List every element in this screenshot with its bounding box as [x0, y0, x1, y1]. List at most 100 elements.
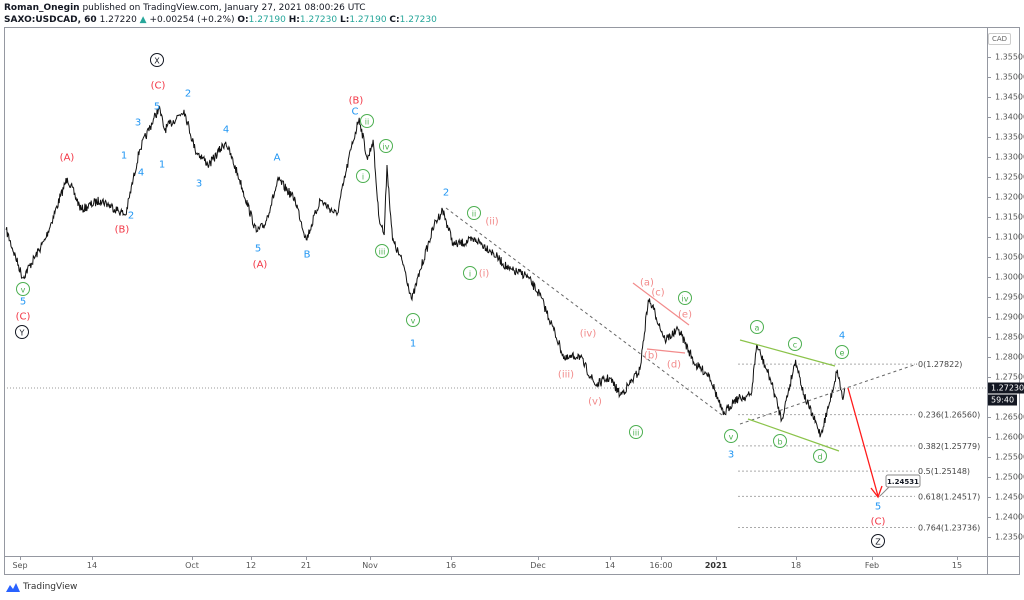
- wave-label-circle: [360, 114, 374, 128]
- wave-label: (C): [151, 81, 166, 92]
- price-tick-label: 1.26500: [995, 412, 1024, 422]
- wave-label: e: [840, 349, 845, 358]
- price-axis-divider: [987, 28, 988, 575]
- wave-label: 3: [135, 118, 141, 129]
- wave-label-circle: [15, 325, 29, 339]
- time-tick-mark: [20, 556, 21, 560]
- tradingview-icon: [6, 583, 20, 592]
- time-tick-mark: [251, 556, 252, 560]
- tradingview-logo[interactable]: TradingView: [6, 582, 77, 592]
- wave-label: v: [21, 286, 26, 295]
- price-tick-mark: [987, 297, 991, 298]
- wave-label-circle: [375, 244, 389, 258]
- wave-label: 2: [185, 89, 191, 100]
- wave-label: (C): [871, 517, 886, 528]
- triangle-upper-line: [739, 339, 836, 367]
- open-label: O:: [237, 15, 249, 25]
- wave-label-circle: [16, 282, 30, 296]
- time-tick-label: 15: [951, 561, 963, 570]
- wave-label: 1: [121, 151, 127, 162]
- wave-label: (A): [60, 153, 75, 164]
- time-tick-label: 2021: [704, 561, 728, 570]
- triangle-upper-line: [632, 282, 690, 326]
- time-tick-mark: [610, 556, 611, 560]
- price-tick-mark: [987, 157, 991, 158]
- callout-pointer: [879, 485, 891, 497]
- price-tick-mark: [987, 517, 991, 518]
- time-tick-mark: [92, 556, 93, 560]
- time-tick-label: Nov: [362, 561, 378, 570]
- price-tick-label: 1.32000: [995, 192, 1024, 202]
- wave-label: Z: [875, 538, 881, 547]
- time-tick-label: Sep: [12, 561, 28, 570]
- chart-frame: [4, 28, 1020, 575]
- time-tick-label: 16:00: [649, 561, 673, 570]
- time-axis-divider: [4, 556, 1020, 557]
- projection-arrow: [847, 387, 879, 497]
- wave-label: (iii): [558, 370, 574, 381]
- wave-label: Y: [19, 329, 25, 338]
- price-change: +0.00254 (+0.2%): [149, 15, 235, 25]
- wave-label: 4: [223, 125, 229, 136]
- price-tick-label: 1.35500: [995, 52, 1024, 62]
- wave-label: i: [469, 270, 471, 279]
- price-tick-mark: [987, 117, 991, 118]
- price-tick-mark: [987, 257, 991, 258]
- wave-label: 5: [255, 244, 261, 255]
- price-tick-label: 1.31500: [995, 212, 1024, 222]
- wave-label-circle: [629, 425, 643, 439]
- time-tick-mark: [370, 556, 371, 560]
- time-tick-label: 16: [445, 561, 457, 570]
- brand-name: TradingView: [23, 582, 78, 592]
- wave-label-circle: [467, 206, 481, 220]
- last-price: 1.27220: [99, 15, 137, 25]
- wave-label: (B): [115, 225, 130, 236]
- publish-info: Roman_Onegin published on TradingView.co…: [4, 3, 366, 13]
- wave-label: 1: [410, 339, 416, 350]
- wave-label-circle: [463, 266, 477, 280]
- price-tick-label: 1.32500: [995, 172, 1024, 182]
- wave-label-circle: [379, 139, 393, 153]
- time-tick-mark: [796, 556, 797, 560]
- wave-label: (A): [253, 260, 268, 271]
- wave-label-circle: [788, 337, 802, 351]
- time-tick-mark: [872, 556, 873, 560]
- wave-label: X: [154, 57, 160, 66]
- wave-label: (C): [16, 312, 31, 323]
- time-tick-mark: [661, 556, 662, 560]
- time-tick-mark: [716, 556, 717, 560]
- price-tick-mark: [987, 537, 991, 538]
- wave-label: v: [411, 317, 416, 326]
- time-tick-mark: [538, 556, 539, 560]
- dashed-trendline: [739, 363, 918, 425]
- price-tick-mark: [987, 317, 991, 318]
- author-name[interactable]: Roman_Onegin: [4, 3, 80, 13]
- wave-label: i: [362, 173, 364, 182]
- wave-label-circle: [813, 449, 827, 463]
- wave-label: 4: [839, 331, 845, 342]
- price-tick-mark: [987, 457, 991, 458]
- price-tick-mark: [987, 377, 991, 378]
- price-tick-mark: [987, 137, 991, 138]
- time-tick-label: 12: [245, 561, 257, 570]
- wave-label: iv: [682, 295, 689, 304]
- wave-label: (c): [651, 288, 664, 299]
- high-value: 1.27230: [299, 15, 338, 25]
- time-tick-mark: [192, 556, 193, 560]
- currency-label[interactable]: CAD: [988, 33, 1012, 45]
- time-tick-mark: [306, 556, 307, 560]
- wave-label: a: [755, 324, 760, 333]
- wave-label: ii: [472, 210, 476, 219]
- target-callout-box: [885, 474, 921, 488]
- wave-label: iv: [383, 143, 390, 152]
- wave-label: 5: [20, 297, 26, 308]
- price-tick-mark: [987, 237, 991, 238]
- bar-countdown: 59:40: [988, 394, 1018, 406]
- time-tick-label: 14: [86, 561, 98, 570]
- price-tick-label: 1.28500: [995, 332, 1024, 342]
- price-tick-mark: [987, 357, 991, 358]
- price-tick-mark: [987, 97, 991, 98]
- wave-label: ii: [365, 118, 369, 127]
- price-tick-mark: [987, 437, 991, 438]
